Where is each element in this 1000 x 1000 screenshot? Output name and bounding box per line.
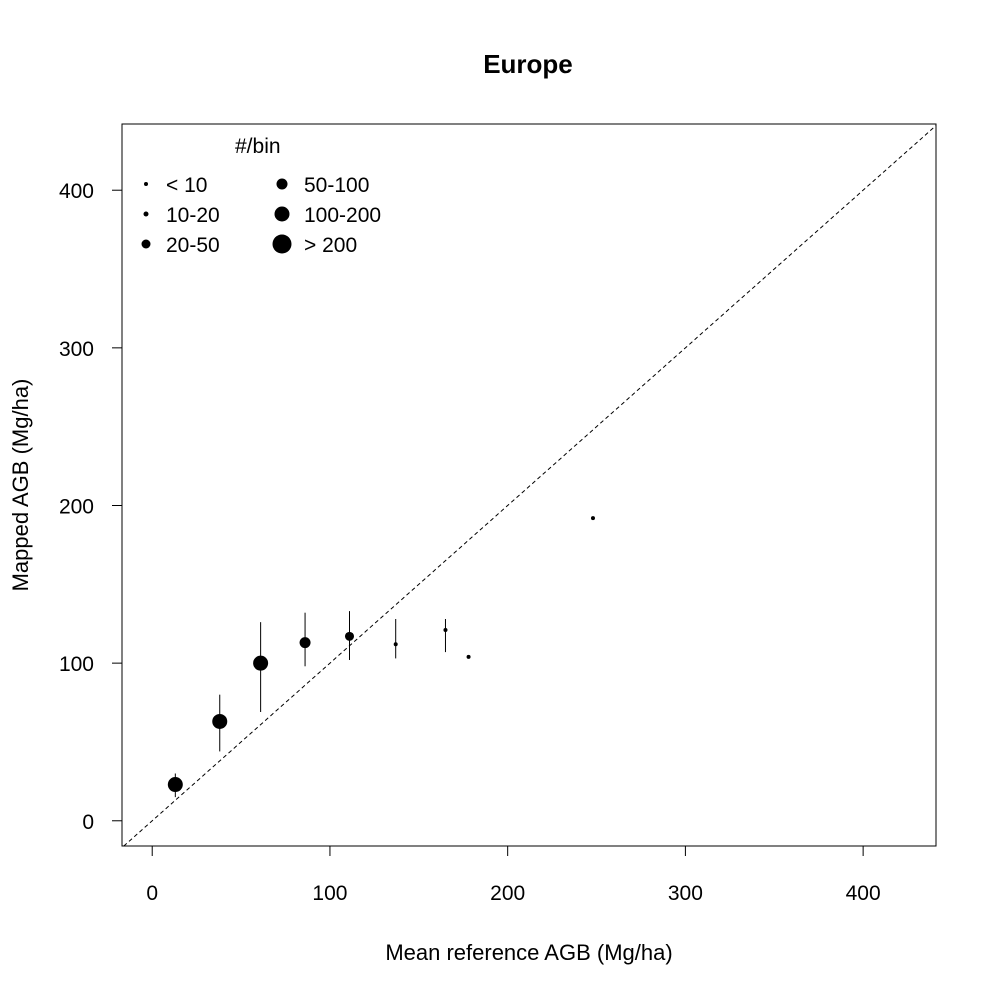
legend-label: 10-20 <box>166 204 220 227</box>
plot-area <box>121 123 937 847</box>
data-point <box>212 713 228 729</box>
one-to-one-reference-line <box>123 125 937 847</box>
legend-marker <box>143 211 149 217</box>
legend-marker <box>272 234 292 254</box>
y-axis: 0 100 200 300 400 <box>59 180 123 834</box>
x-axis: 0 100 200 300 400 <box>146 845 881 905</box>
legend-marker <box>144 182 148 186</box>
legend-label: > 200 <box>304 234 357 257</box>
x-axis-label: Mean reference AGB (Mg/ha) <box>385 940 672 965</box>
legend: #/bin < 10 10-20 20-50 50-100 100-200 > 200 <box>141 135 381 257</box>
data-point <box>466 654 471 659</box>
x-tick-label: 400 <box>846 882 881 905</box>
data-point <box>344 631 354 641</box>
data-point <box>590 516 595 521</box>
data-point <box>393 642 398 647</box>
x-tick-label: 0 <box>146 882 158 905</box>
y-tick-label: 0 <box>82 811 94 834</box>
legend-label: < 10 <box>166 174 207 197</box>
legend-marker <box>276 178 288 190</box>
y-tick-label: 100 <box>59 653 94 676</box>
data-point <box>299 637 311 649</box>
x-tick-label: 200 <box>490 882 525 905</box>
x-tick-label: 300 <box>668 882 703 905</box>
legend-marker <box>141 239 151 249</box>
legend-label: 100-200 <box>304 204 381 227</box>
data-points <box>167 516 595 798</box>
legend-marker <box>274 206 290 222</box>
y-tick-label: 400 <box>59 180 94 203</box>
y-axis-label: Mapped AGB (Mg/ha) <box>8 379 33 592</box>
legend-title: #/bin <box>235 135 281 158</box>
y-tick-label: 200 <box>59 495 94 518</box>
legend-label: 50-100 <box>304 174 369 197</box>
data-point <box>253 655 269 671</box>
y-tick-label: 300 <box>59 338 94 361</box>
legend-label: 20-50 <box>166 234 220 257</box>
x-tick-label: 100 <box>312 882 347 905</box>
data-point <box>167 777 183 793</box>
chart-title: Europe <box>483 49 573 79</box>
data-point <box>443 628 448 633</box>
